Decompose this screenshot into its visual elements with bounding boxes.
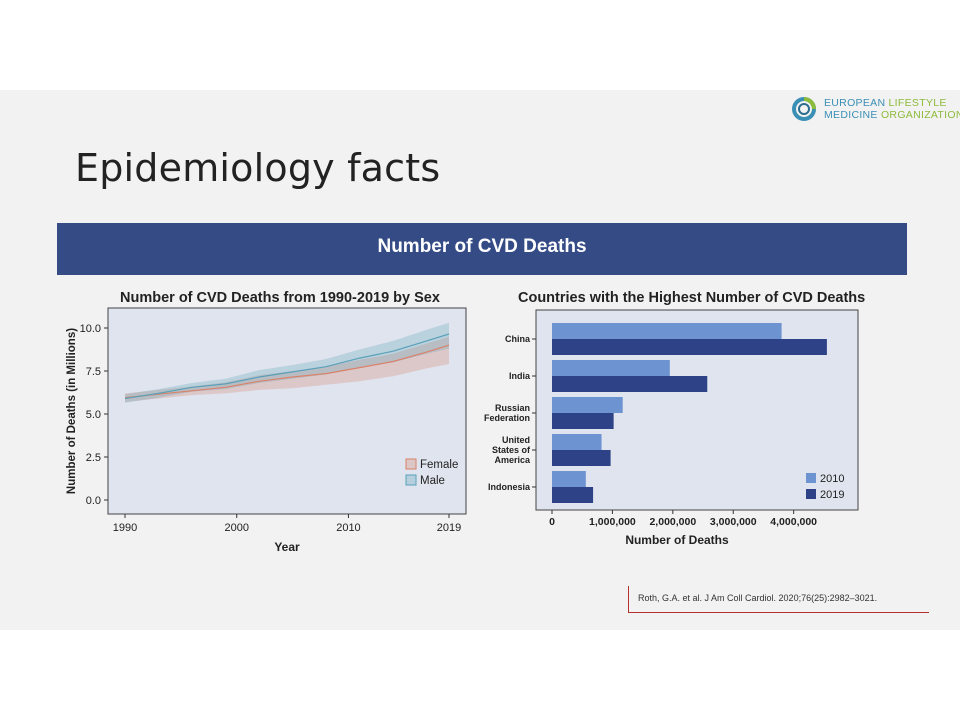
y-tick-label: 2.5 [86, 452, 101, 464]
legend-label-2019: 2019 [820, 489, 844, 501]
x-tick-label: 0 [549, 516, 555, 528]
slide-title: Epidemiology facts [75, 146, 441, 190]
category-label: China [505, 334, 531, 344]
category-label: America [494, 455, 531, 465]
logo-line1-b: LIFESTYLE [888, 97, 947, 109]
citation-box: Roth, G.A. et al. J Am Coll Cardiol. 202… [628, 586, 929, 613]
y-tick-label: 7.5 [86, 366, 101, 378]
x-axis-label: Number of Deaths [625, 533, 729, 547]
logo: EUROPEAN LIFESTYLE MEDICINE ORGANIZATION [790, 95, 960, 125]
category-label: Indonesia [488, 482, 531, 492]
legend-swatch-2019 [806, 489, 816, 499]
y-tick-label: 5.0 [86, 409, 101, 421]
bar-2019-3 [552, 450, 611, 466]
bar-2010-4 [552, 471, 586, 487]
x-tick-label: 2,000,000 [649, 516, 696, 528]
legend-swatch-female [405, 458, 417, 470]
logo-line2-b: ORGANIZATION [880, 109, 960, 121]
category-label: Federation [484, 413, 530, 423]
logo-text: EUROPEAN LIFESTYLE MEDICINE ORGANIZATION [824, 97, 960, 121]
legend-swatch-male [405, 474, 417, 486]
x-axis-label: Year [274, 540, 300, 554]
band-male [125, 322, 449, 403]
bar-2010-0 [552, 323, 782, 339]
bar-2019-2 [552, 413, 614, 429]
bar-2019-1 [552, 376, 708, 392]
x-tick-label: 2019 [437, 522, 461, 534]
legend-label-2010: 2010 [820, 473, 844, 485]
legend-label-male: Male [420, 475, 445, 487]
legend-swatch-2010 [806, 473, 816, 483]
line-male [124, 333, 450, 400]
category-label: States of [492, 445, 531, 455]
category-label: United [502, 435, 530, 445]
x-tick-label: 1990 [113, 522, 137, 534]
citation-text: Roth, G.A. et al. J Am Coll Cardiol. 202… [638, 593, 878, 603]
x-tick-label: 4,000,000 [770, 516, 817, 528]
bar-2019-4 [552, 487, 594, 503]
logo-line2-a: MEDICINE [824, 109, 881, 121]
bar-chart-title: Countries with the Highest Number of CVD… [518, 290, 866, 306]
x-tick-label: 2010 [336, 522, 360, 534]
bar-2010-1 [552, 360, 670, 376]
bar-2019-0 [552, 339, 827, 355]
x-tick-label: 2000 [224, 522, 248, 534]
logo-line1-a: EUROPEAN [824, 97, 889, 109]
bar-2010-2 [552, 397, 623, 413]
category-label: India [509, 371, 531, 381]
x-tick-label: 1,000,000 [589, 516, 636, 528]
y-tick-label: 10.0 [80, 323, 101, 335]
line-female [124, 344, 450, 399]
legend-label-female: Female [420, 459, 458, 471]
y-tick-label: 0.0 [86, 495, 101, 507]
y-axis-label: Number of Deaths (in Millions) [66, 328, 78, 494]
x-tick-label: 3,000,000 [710, 516, 757, 528]
logo-ring-icon [792, 97, 816, 121]
bar-2010-3 [552, 434, 602, 450]
category-label: Russian [495, 403, 530, 413]
banner-title: Number of CVD Deaths [377, 236, 587, 257]
line-chart: 0.0 2.5 5.0 7.5 10.0 1990 2000 2010 2019 Year Numb… [66, 307, 467, 554]
section-banner: Number of CVD Deaths [57, 223, 907, 275]
line-chart-title: Number of CVD Deaths from 1990-2019 by S… [120, 290, 440, 306]
